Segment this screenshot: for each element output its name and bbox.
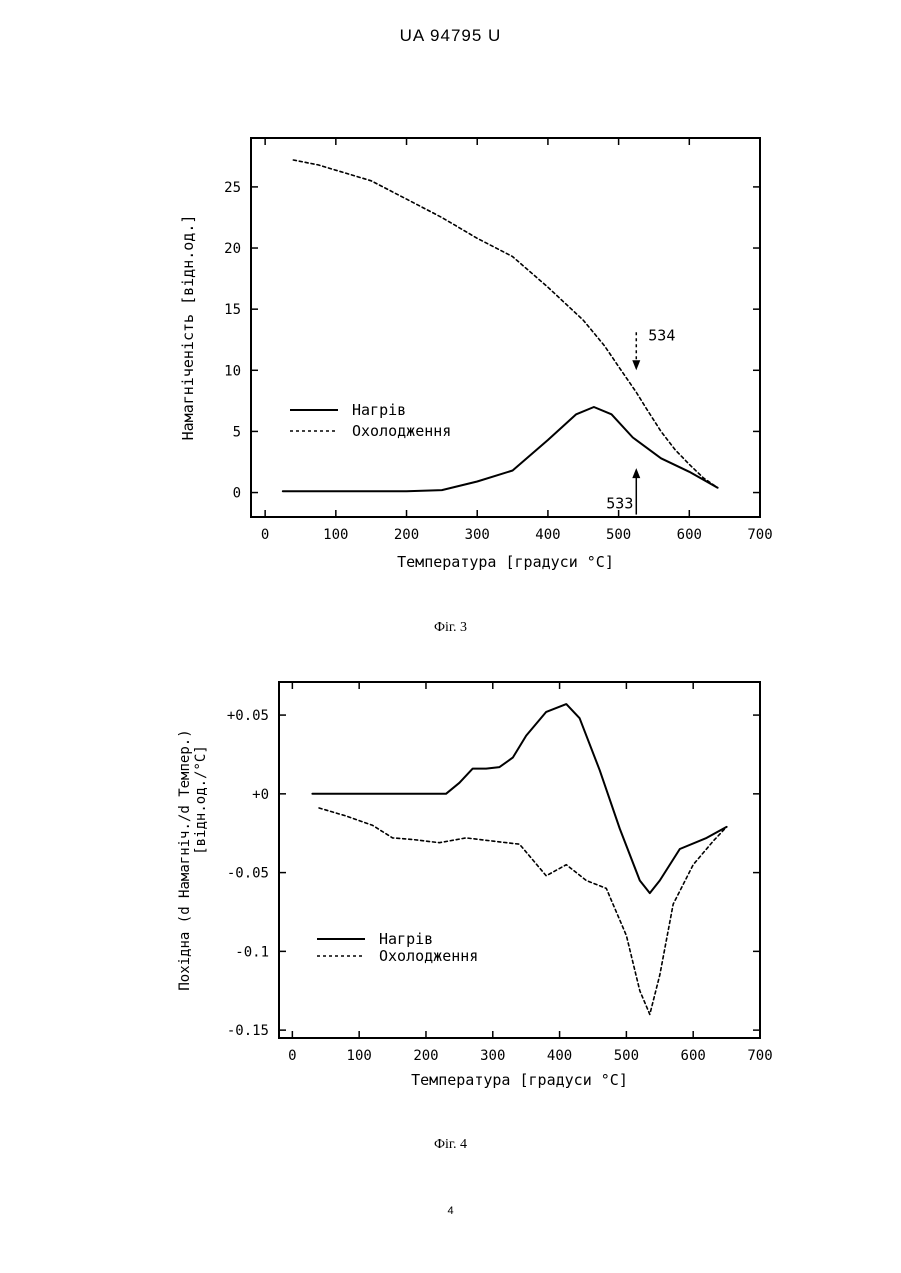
legend-label: Нагрів [379,930,433,948]
x-tick-label: 700 [747,1048,772,1064]
x-tick-label: 500 [614,1048,639,1064]
y-tick-label: -0.1 [235,944,269,960]
y-tick-label: +0.05 [227,708,269,724]
series-line-heating [312,704,726,893]
y-axis-label-unit: [відн.од./°C] [193,745,209,855]
x-tick-label: 600 [681,1048,706,1064]
y-tick-label: +0 [252,787,269,803]
derivative-chart: 0 100 200 300 400 500 600 700 +0.05 +0 -0.05 -0.1 -0… [0,0,901,1120]
page-number: 4 [0,1205,901,1217]
x-tick-label: 100 [347,1048,372,1064]
y-tick-label: -0.05 [227,866,269,882]
series-line-cooling [319,808,726,1014]
legend-label: Охолодження [379,947,478,965]
x-axis-label: Температура [градуси °C] [411,1071,628,1089]
plot-frame [279,682,760,1038]
y-axis-label: Похідна (d Намагніч./d Темпер.) [177,729,193,990]
x-tick-label: 300 [480,1048,505,1064]
x-tick-label: 0 [288,1048,296,1064]
figure-4-caption: Фіг. 4 [0,1137,901,1153]
x-tick-label: 200 [413,1048,438,1064]
y-tick-label: -0.15 [227,1023,269,1039]
x-tick-label: 400 [547,1048,572,1064]
